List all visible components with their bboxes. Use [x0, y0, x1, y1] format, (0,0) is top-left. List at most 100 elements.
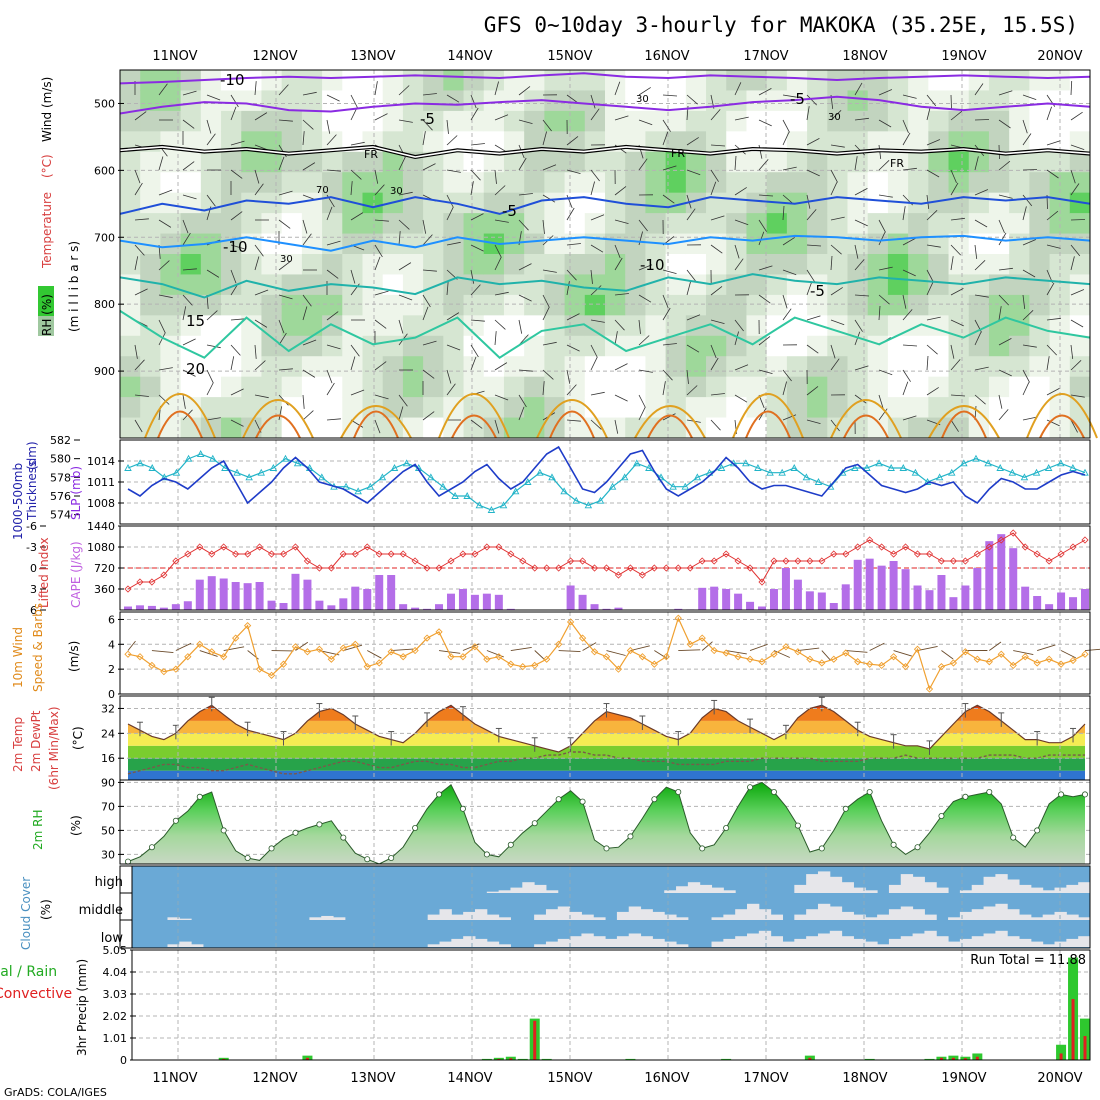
tick-label: 580: [50, 453, 71, 466]
rh-cell: [665, 192, 687, 214]
wind-speed-point: [889, 653, 898, 661]
rh-cell: [342, 110, 363, 132]
rh-cell: [867, 315, 889, 337]
rh-cell: [524, 335, 545, 357]
freezing-level-label: FR: [890, 157, 904, 170]
wind-barb: [182, 194, 197, 200]
rh-cell: [322, 151, 343, 173]
cloud-block: [853, 938, 866, 947]
wind-barb: [446, 169, 461, 173]
warm-isotherm: [255, 414, 301, 439]
li-point: [1069, 543, 1077, 551]
cloud-block: [593, 917, 606, 920]
rh-cell: [483, 110, 505, 132]
rh-point: [148, 844, 155, 851]
tick-label: 600: [94, 164, 115, 177]
thickness-point: [451, 492, 459, 499]
thickness-point: [160, 473, 169, 481]
wind-barb: [590, 269, 593, 284]
rh-cell: [402, 90, 424, 112]
rh-cell: [1009, 110, 1030, 132]
cloud-block: [770, 914, 783, 920]
rh-cell: [281, 90, 303, 112]
li-point: [985, 543, 993, 551]
cloud-block: [1030, 941, 1044, 947]
wind-barb: [278, 319, 285, 334]
rh-cell: [948, 151, 970, 173]
cloud-block: [1054, 887, 1067, 893]
rh-cell: [706, 274, 727, 296]
rh-cell: [443, 315, 465, 337]
rh-cell: [948, 90, 970, 112]
wind-barb: [302, 91, 317, 96]
wind-barb: [710, 215, 725, 221]
wind-barb: [998, 219, 1005, 234]
rh-cell: [605, 213, 626, 235]
rh-cell: [706, 151, 727, 173]
wind-barb: [662, 307, 671, 321]
rh-cell: [301, 213, 323, 235]
li-point: [961, 557, 969, 565]
wind10m-barb: [630, 645, 650, 651]
warm-isotherm: [1026, 393, 1098, 439]
wind-barb: [326, 134, 337, 146]
wind-barb: [590, 214, 605, 221]
rh-cell: [342, 90, 363, 112]
rh-cell: [503, 213, 525, 235]
cloud-block: [912, 933, 925, 947]
wind-barb: [902, 344, 918, 347]
date-label: 13NOV: [350, 1071, 395, 1086]
cloud-block: [747, 933, 760, 947]
thickness-point: [390, 464, 399, 471]
wind-barb: [326, 311, 339, 321]
date-label: 19NOV: [941, 49, 986, 64]
rh-cell: [1009, 356, 1030, 378]
rh-cell: [544, 131, 566, 153]
rh-cell: [221, 315, 242, 337]
wind-barb: [926, 269, 934, 283]
wind-barb: [734, 319, 744, 332]
rh-cell: [766, 131, 788, 153]
li-point: [878, 543, 886, 551]
wind-barb: [998, 232, 1007, 246]
rh-cell: [625, 397, 646, 419]
tick-label: 1.01: [103, 1032, 128, 1045]
rh-cell: [322, 397, 343, 419]
wind-barb: [494, 362, 508, 371]
rh-cell: [908, 335, 929, 357]
wind10m-axis-labels: 10m Wind Speed & Barbs (m/s): [11, 603, 81, 692]
wind-barb: [926, 316, 941, 321]
rh-cell: [968, 70, 990, 91]
rh-cell: [1029, 213, 1051, 235]
rh-cell: [766, 254, 788, 275]
li-point: [1057, 550, 1065, 558]
wind-barb: [566, 313, 580, 321]
wind-barb: [350, 169, 362, 180]
rh-point: [842, 805, 849, 812]
wind-barb: [902, 309, 913, 321]
rh-cell: [584, 397, 606, 419]
wind-barb: [542, 307, 550, 321]
wind-barb: [1046, 317, 1061, 321]
rh-cell: [362, 192, 384, 214]
rh-cell: [685, 376, 707, 398]
rh2m-plot: [125, 781, 1089, 865]
cloud-block: [723, 890, 736, 893]
rh-cell: [746, 233, 768, 255]
rh-cell: [362, 376, 384, 398]
cape-bar: [1057, 592, 1066, 610]
rh-cell: [827, 131, 848, 153]
wind-barb: [830, 144, 845, 148]
rh-cell: [847, 397, 869, 419]
cloud-block: [959, 938, 973, 947]
date-label: 13NOV: [350, 49, 395, 64]
wind-barb: [902, 381, 909, 396]
wind-barb: [974, 332, 982, 346]
rh-cell: [645, 294, 667, 316]
wind-speed-point: [614, 665, 623, 673]
rh-cell: [685, 151, 707, 173]
wind-barb: [230, 94, 239, 108]
cloud-block: [1066, 884, 1079, 893]
rh-cell: [301, 417, 323, 439]
rh-cell: [1009, 172, 1030, 194]
